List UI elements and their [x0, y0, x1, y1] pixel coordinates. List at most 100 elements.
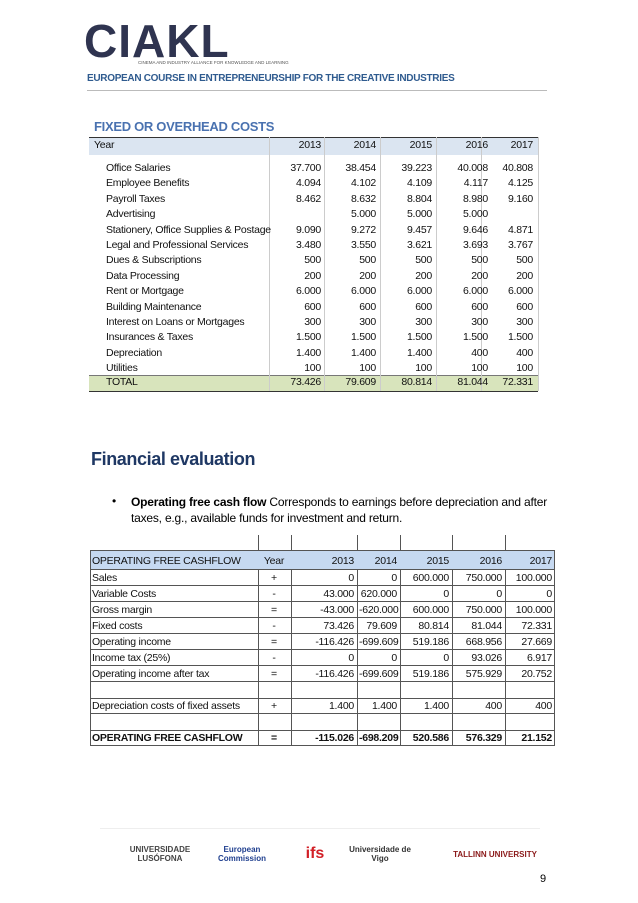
table-cell: Income tax (25%)	[92, 652, 171, 664]
table-cell: 80.814	[401, 376, 432, 388]
table-cell: 4.094	[295, 177, 321, 190]
table-cell: 2014	[374, 555, 398, 567]
col-rule	[258, 730, 259, 746]
table-cell: 200	[304, 269, 321, 282]
table-cell: 27.669	[521, 636, 552, 648]
table-cell: Variable Costs	[92, 588, 157, 600]
gap-rule	[90, 714, 555, 730]
table-cell: 400	[471, 346, 488, 359]
partner-logo: European Commission	[217, 845, 266, 863]
table-cell: 6.000	[507, 285, 533, 298]
table-cell: 0	[391, 652, 397, 664]
table-cell: 72.331	[521, 620, 552, 632]
bullet: •	[112, 494, 117, 508]
table-cell: 0	[348, 652, 354, 664]
col-rule	[357, 714, 358, 730]
table-cell: Office Salaries	[106, 162, 171, 174]
table-cell: 6.000	[406, 285, 432, 298]
table-cell: 72.331	[502, 376, 533, 388]
col-rule	[505, 666, 506, 682]
col-rule	[436, 137, 437, 391]
table-cell: 1.400	[406, 346, 432, 359]
table-cell: 400	[485, 700, 502, 712]
col-rule	[452, 535, 453, 550]
table-cell: 40.008	[457, 162, 488, 174]
table-cell: =	[271, 732, 277, 744]
table-cell: 80.814	[418, 620, 449, 632]
table-cell: -	[272, 588, 276, 600]
table-cell: Fixed costs	[92, 620, 143, 632]
footer-rule	[100, 828, 540, 829]
table-cell: 300	[471, 316, 488, 328]
col-rule	[291, 535, 292, 550]
col-rule	[380, 137, 381, 391]
tagline: CINEMA AND INDUSTRY ALLIANCE FOR KNOWLED…	[138, 60, 289, 65]
table-cell: Building Maintenance	[106, 300, 202, 313]
gap-rule	[90, 682, 555, 698]
table-cell: 4.125	[507, 177, 533, 190]
col-rule	[400, 602, 401, 618]
table-cell: 100	[471, 362, 488, 375]
col-rule	[291, 570, 292, 586]
col-rule	[505, 618, 506, 634]
table-cell: 1.400	[295, 346, 321, 359]
table-cell: Interest on Loans or Mortgages	[106, 316, 245, 328]
col-rule	[357, 570, 358, 586]
table-cell: 3.767	[507, 239, 533, 251]
col-rule	[400, 570, 401, 586]
col-rule	[258, 698, 259, 714]
col-rule	[452, 714, 453, 730]
col-rule	[357, 730, 358, 746]
bullet-body: Corresponds to earnings before depreciat…	[131, 495, 547, 525]
table-cell: 300	[516, 316, 533, 328]
col-rule	[291, 602, 292, 618]
table-cell: Stationery, Office Supplies & Postage	[106, 223, 271, 236]
col-rule	[400, 618, 401, 634]
col-rule	[258, 602, 259, 618]
table-cell: +	[271, 572, 277, 584]
col-rule	[291, 682, 292, 698]
col-rule	[505, 586, 506, 602]
table-cell: 0	[391, 572, 397, 584]
table-cell: 5.000	[462, 208, 488, 221]
col-rule	[505, 730, 506, 746]
col-rule	[291, 618, 292, 634]
table-cell: 37.700	[290, 162, 321, 174]
col-rule	[452, 698, 453, 714]
table-cell: 500	[304, 254, 321, 267]
col-rule	[291, 634, 292, 650]
col-rule	[357, 634, 358, 650]
col-rule	[452, 666, 453, 682]
table-cell: 4.871	[507, 223, 533, 236]
table-cell: 8.632	[350, 192, 376, 205]
table-cell: -116.426	[315, 668, 354, 680]
table-cell: 0	[443, 652, 449, 664]
page-number: 9	[540, 873, 547, 885]
header-rule	[87, 90, 547, 91]
table-cell: Year	[263, 555, 285, 567]
table-cell: 1.400	[371, 700, 397, 712]
col-rule	[324, 137, 325, 391]
row-rule	[90, 618, 555, 634]
table-cell: 400	[516, 346, 533, 359]
table-cell: 600.000	[412, 572, 449, 584]
table-cell: 520.586	[412, 732, 449, 744]
table-cell: 2015	[426, 555, 450, 567]
table-cell: 5.000	[406, 208, 432, 221]
table-cell: 81.044	[457, 376, 488, 388]
table-cell: 750.000	[465, 572, 502, 584]
table-cell: Rent or Mortgage	[106, 285, 184, 298]
table-cell: 1.500	[507, 331, 533, 344]
col-rule	[505, 570, 506, 586]
bullet-term: Operating free cash flow	[131, 495, 267, 509]
table-cell: Advertising	[106, 208, 156, 221]
table-cell: 20.752	[521, 668, 552, 680]
table-cell: 200	[471, 269, 488, 282]
table-cell: Data Processing	[106, 269, 180, 282]
col-rule	[357, 682, 358, 698]
col-rule	[400, 650, 401, 666]
table-cell: 81.044	[471, 620, 502, 632]
col-rule	[357, 698, 358, 714]
table-cell: 40.808	[502, 162, 533, 174]
row-rule	[90, 666, 555, 682]
